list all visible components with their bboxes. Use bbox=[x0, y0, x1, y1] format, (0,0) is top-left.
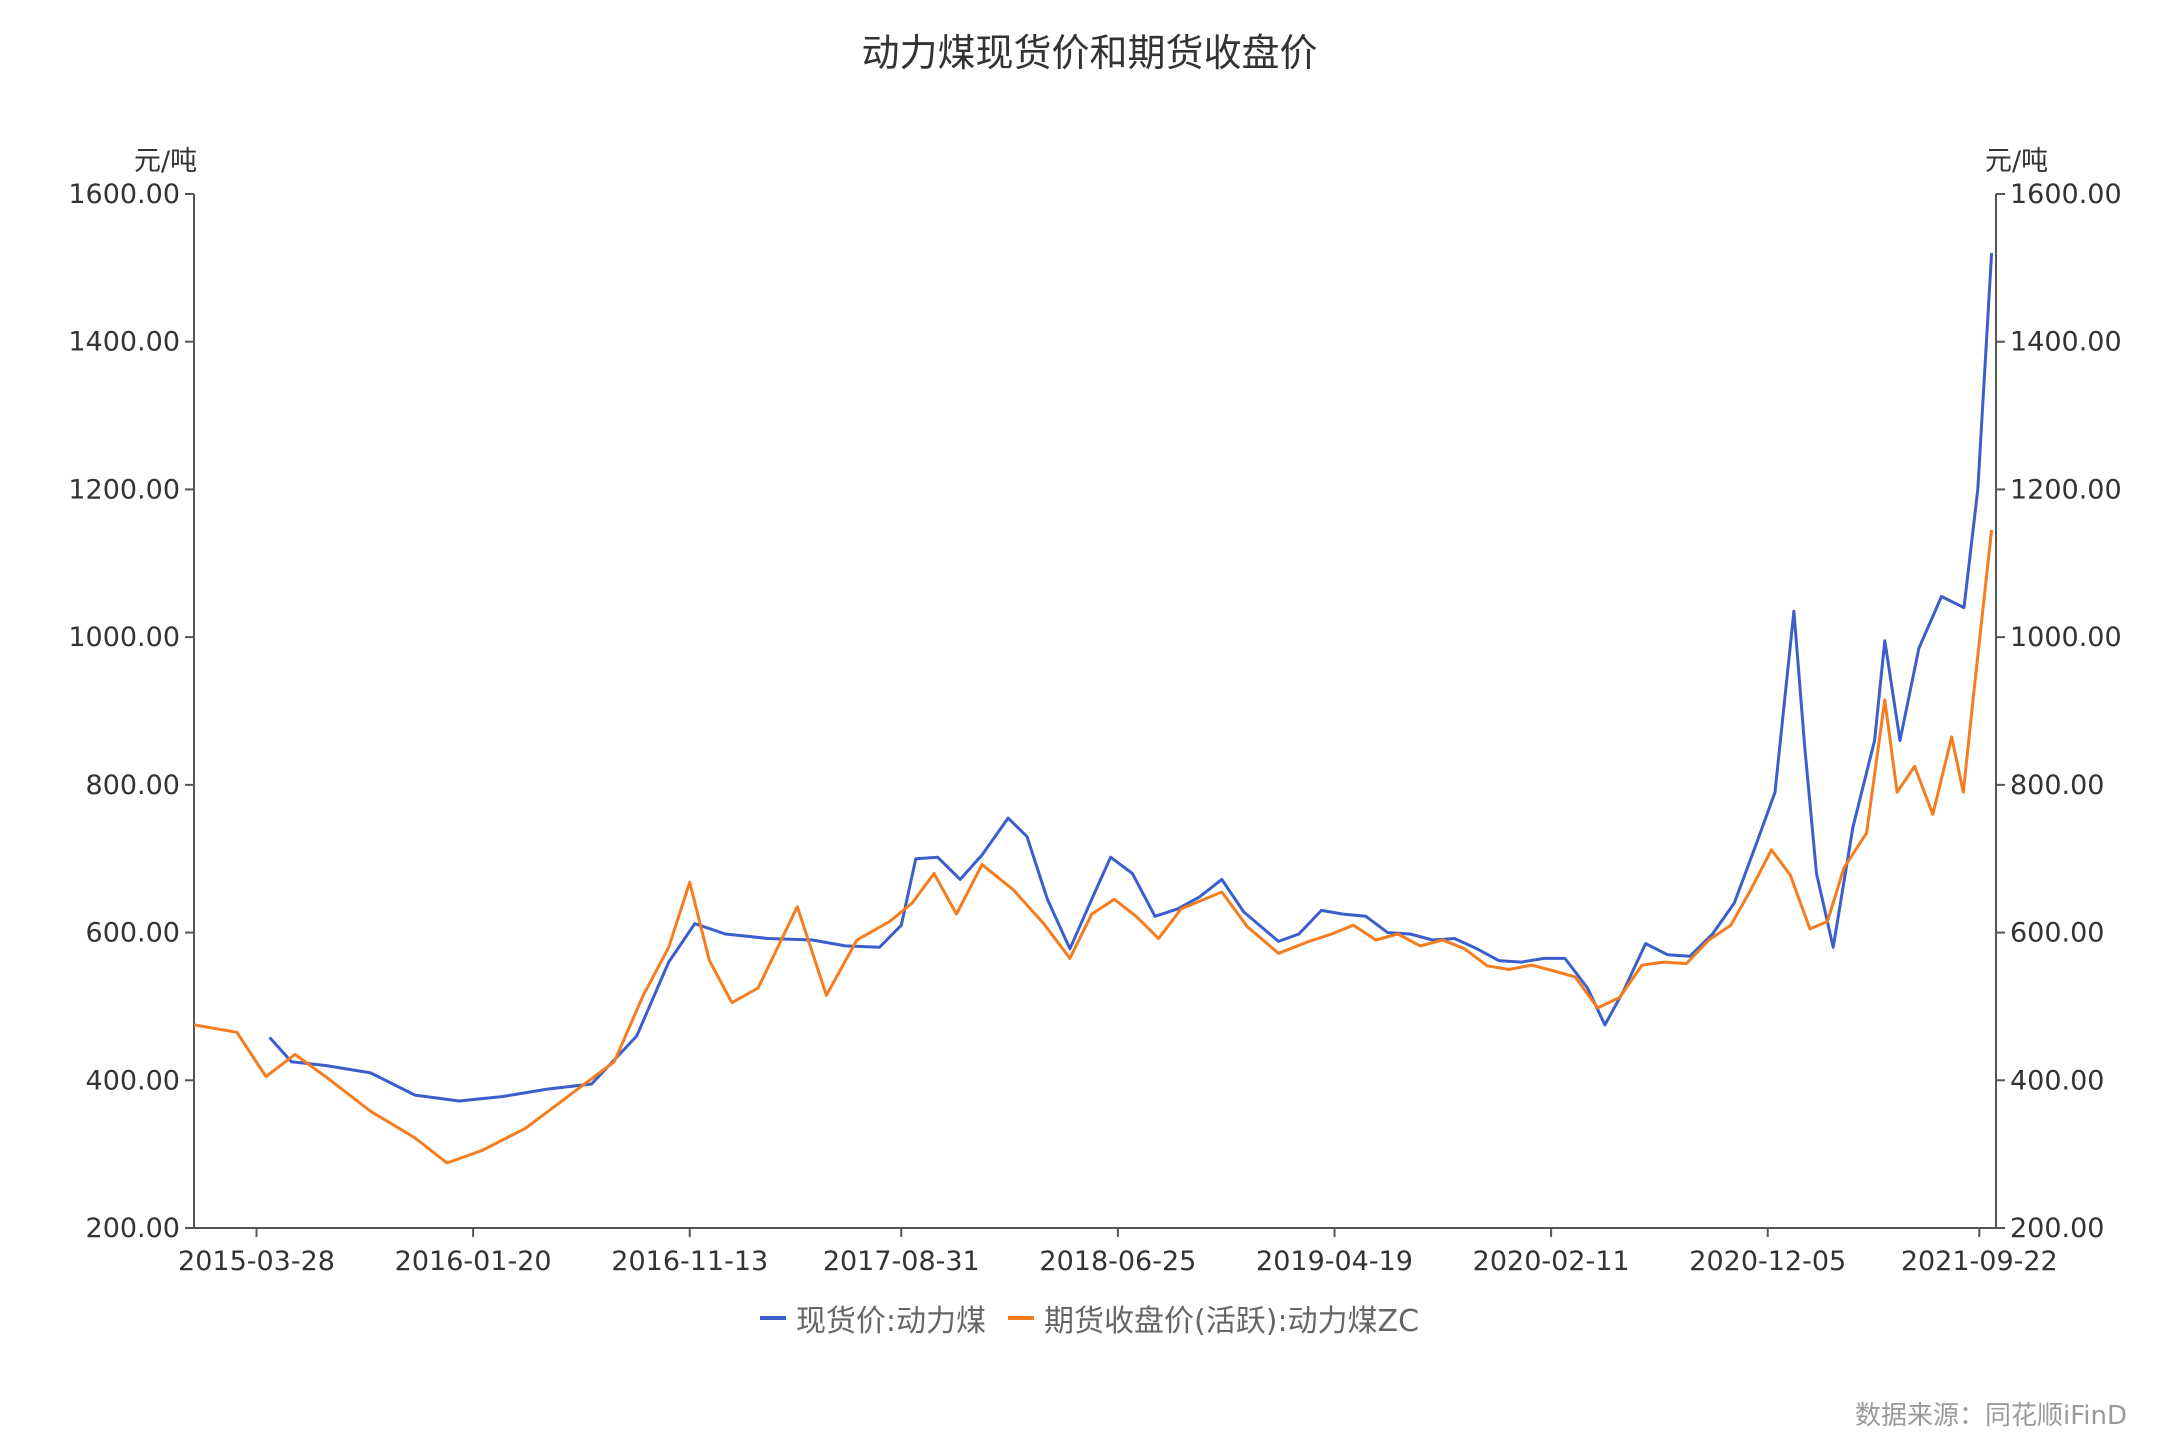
y-tick-label-right: 1000.00 bbox=[2010, 622, 2122, 653]
tick-labels: 1600.00 1600.00 1400.00 1400.00 1200.00 1200.… bbox=[68, 179, 2121, 1277]
legend-swatch-spot bbox=[759, 1316, 786, 1320]
legend-item-spot[interactable]: 现货价:动力煤 bbox=[759, 1296, 987, 1340]
y-tick-label-right: 200.00 bbox=[2010, 1213, 2104, 1244]
x-tick-label: 2021-09-22 bbox=[1901, 1246, 2058, 1277]
y-tick-label-left: 1000.00 bbox=[68, 622, 180, 653]
x-tick-label: 2019-04-19 bbox=[1256, 1246, 1413, 1277]
x-tick-label: 2016-01-20 bbox=[395, 1246, 552, 1277]
y-tick-label-right: 400.00 bbox=[2010, 1065, 2104, 1096]
axes bbox=[185, 193, 2005, 1237]
y-tick-label-left: 200.00 bbox=[86, 1213, 180, 1244]
legend-swatch-futures bbox=[1008, 1316, 1035, 1320]
y-tick-label-left: 400.00 bbox=[86, 1065, 180, 1096]
y-tick-label-right: 1200.00 bbox=[2010, 474, 2122, 505]
x-tick-label: 2015-03-28 bbox=[178, 1246, 335, 1277]
data-source-note: 数据来源：同花顺iFinD bbox=[1854, 1401, 2127, 1431]
chart-title: 动力煤现货价和期货收盘价 bbox=[861, 31, 1318, 75]
legend-label-futures: 期货收盘价(活跃):动力煤ZC bbox=[1044, 1304, 1420, 1339]
legend-item-futures[interactable]: 期货收盘价(活跃):动力煤ZC bbox=[1008, 1296, 1419, 1340]
series-lines bbox=[193, 253, 1994, 1165]
y-tick-label-right: 600.00 bbox=[2010, 918, 2104, 949]
series-line-futures bbox=[193, 529, 1994, 1165]
y-tick-label-right: 1600.00 bbox=[2010, 179, 2122, 210]
legend: 现货价:动力煤 期货收盘价(活跃):动力煤ZC bbox=[0, 1296, 2179, 1340]
y-tick-label-right: 1400.00 bbox=[2010, 327, 2122, 358]
x-tick-label: 2020-12-05 bbox=[1689, 1246, 1846, 1277]
x-tick-label: 2020-02-11 bbox=[1473, 1246, 1630, 1277]
y-axis-unit-right: 元/吨 bbox=[1985, 146, 2048, 177]
y-axis-unit-left: 元/吨 bbox=[134, 146, 197, 177]
y-tick-label-left: 800.00 bbox=[86, 770, 180, 801]
x-tick-label: 2018-06-25 bbox=[1039, 1246, 1196, 1277]
y-tick-label-left: 1200.00 bbox=[68, 474, 180, 505]
y-tick-label-left: 600.00 bbox=[86, 918, 180, 949]
legend-label-spot: 现货价:动力煤 bbox=[795, 1304, 987, 1339]
y-tick-label-left: 1600.00 bbox=[68, 179, 180, 210]
series-line-spot bbox=[268, 253, 1994, 1103]
y-tick-label-right: 800.00 bbox=[2010, 770, 2104, 801]
x-tick-label: 2016-11-13 bbox=[611, 1246, 768, 1277]
x-tick-label: 2017-08-31 bbox=[823, 1246, 980, 1277]
y-tick-label-left: 1400.00 bbox=[68, 327, 180, 358]
